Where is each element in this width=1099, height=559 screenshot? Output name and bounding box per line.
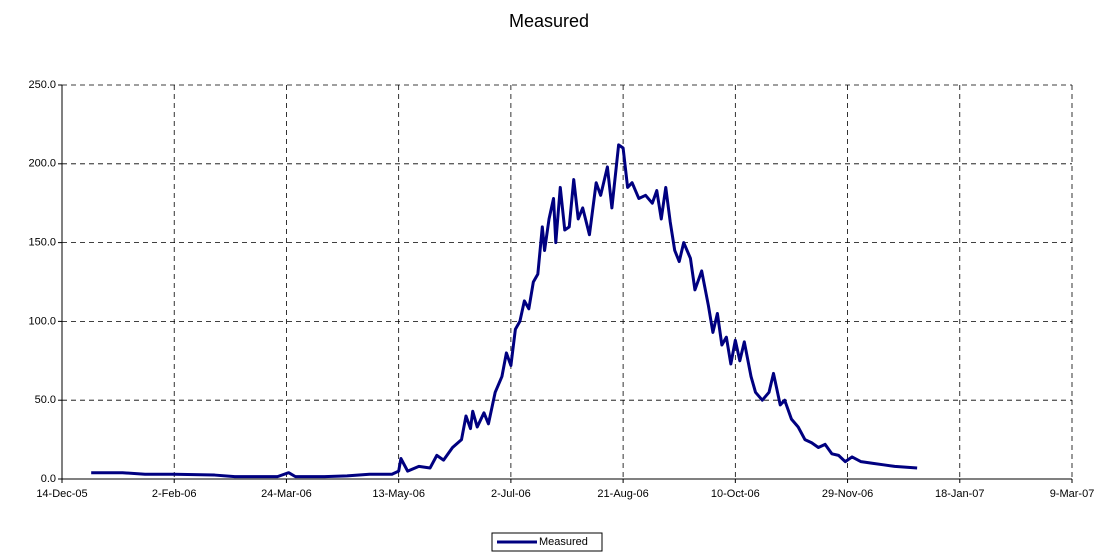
chart-title: Measured bbox=[509, 11, 589, 31]
y-tick-label: 100.0 bbox=[28, 315, 56, 327]
x-tick-label: 18-Jan-07 bbox=[935, 488, 985, 500]
x-tick-label: 14-Dec-05 bbox=[36, 488, 87, 500]
x-tick-label: 29-Nov-06 bbox=[822, 488, 873, 500]
y-tick-label: 0.0 bbox=[41, 473, 56, 485]
data-line bbox=[91, 143, 918, 479]
y-tick-label: 200.0 bbox=[28, 158, 56, 170]
x-tick-label: 21-Aug-06 bbox=[597, 488, 648, 500]
legend-box bbox=[491, 532, 603, 552]
y-tick-label: 150.0 bbox=[28, 237, 56, 249]
x-tick-label: 9-Mar-07 bbox=[1050, 488, 1095, 500]
legend-label: Measured bbox=[539, 536, 588, 548]
y-tick-label: 250.0 bbox=[28, 79, 56, 91]
x-tick-label: 24-Mar-06 bbox=[261, 488, 312, 500]
x-tick-label: 10-Oct-06 bbox=[711, 488, 760, 500]
x-tick-label: 13-May-06 bbox=[372, 488, 425, 500]
x-tick-label: 2-Jul-06 bbox=[491, 488, 531, 500]
x-tick-label: 2-Feb-06 bbox=[152, 488, 197, 500]
y-tick-label: 50.0 bbox=[35, 394, 56, 406]
